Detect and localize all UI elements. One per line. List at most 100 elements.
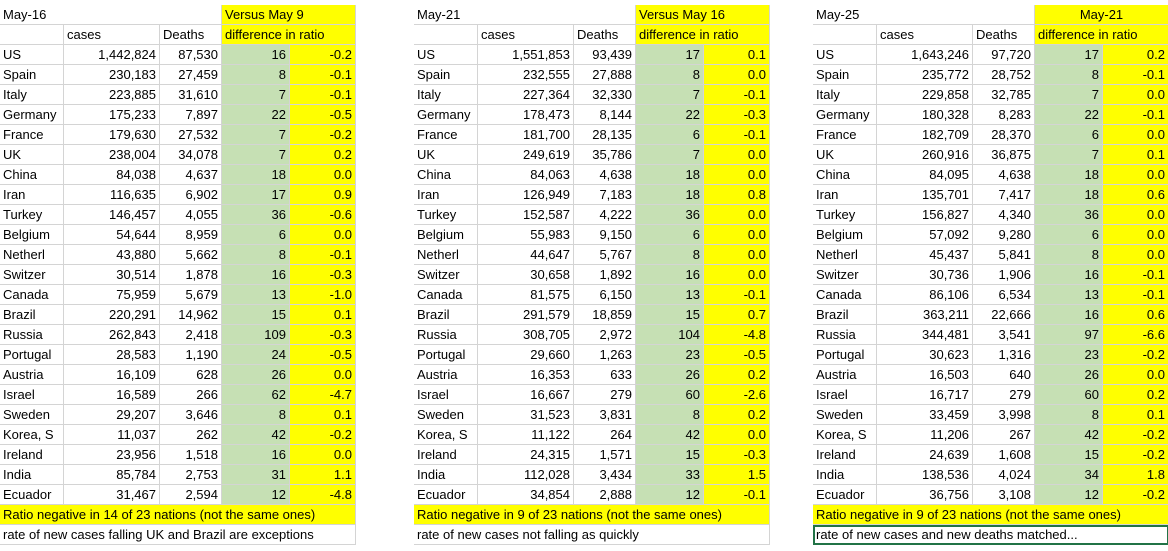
ratio-cell[interactable]: 7	[636, 85, 704, 105]
summary-note[interactable]: Ratio negative in 9 of 23 nations (not t…	[414, 505, 770, 525]
difference-cell[interactable]: -0.5	[290, 105, 356, 125]
ratio-cell[interactable]: 12	[636, 485, 704, 505]
country-cell[interactable]: Spain	[0, 65, 64, 85]
country-cell[interactable]: Switzer	[0, 265, 64, 285]
difference-cell[interactable]: 0.0	[704, 205, 770, 225]
country-cell[interactable]: Ecuador	[813, 485, 877, 505]
ratio-cell[interactable]: 104	[636, 325, 704, 345]
difference-header[interactable]: difference in ratio	[222, 25, 356, 45]
ratio-cell[interactable]: 16	[222, 45, 290, 65]
cases-cell[interactable]: 44,647	[478, 245, 574, 265]
cases-cell[interactable]: 30,658	[478, 265, 574, 285]
deaths-cell[interactable]: 28,135	[574, 125, 636, 145]
deaths-cell[interactable]: 4,024	[973, 465, 1035, 485]
versus-header[interactable]: Versus May 16	[636, 5, 770, 25]
difference-cell[interactable]: 0.0	[290, 365, 356, 385]
country-cell[interactable]: Israel	[414, 385, 478, 405]
country-cell[interactable]: UK	[0, 145, 64, 165]
difference-cell[interactable]: -0.1	[704, 285, 770, 305]
deaths-cell[interactable]: 97,720	[973, 45, 1035, 65]
difference-cell[interactable]: 0.6	[1103, 185, 1168, 205]
ratio-cell[interactable]: 23	[636, 345, 704, 365]
cases-cell[interactable]: 30,623	[877, 345, 973, 365]
cases-cell[interactable]: 235,772	[877, 65, 973, 85]
country-cell[interactable]: Russia	[414, 325, 478, 345]
date-header[interactable]: May-16	[0, 5, 222, 25]
cases-cell[interactable]: 178,473	[478, 105, 574, 125]
difference-cell[interactable]: -0.2	[290, 125, 356, 145]
country-cell[interactable]: France	[414, 125, 478, 145]
cases-cell[interactable]: 152,587	[478, 205, 574, 225]
deaths-cell[interactable]: 3,646	[160, 405, 222, 425]
cases-cell[interactable]: 260,916	[877, 145, 973, 165]
ratio-cell[interactable]: 13	[636, 285, 704, 305]
difference-cell[interactable]: -0.2	[1103, 485, 1168, 505]
cases-cell[interactable]: 249,619	[478, 145, 574, 165]
country-cell[interactable]: Iran	[414, 185, 478, 205]
versus-header[interactable]: Versus May 9	[222, 5, 356, 25]
deaths-header[interactable]: Deaths	[160, 25, 222, 45]
difference-cell[interactable]: 1.5	[704, 465, 770, 485]
cases-cell[interactable]: 232,555	[478, 65, 574, 85]
country-cell[interactable]: Italy	[813, 85, 877, 105]
deaths-cell[interactable]: 32,330	[574, 85, 636, 105]
deaths-cell[interactable]: 28,370	[973, 125, 1035, 145]
ratio-cell[interactable]: 8	[636, 65, 704, 85]
country-cell[interactable]: Netherl	[414, 245, 478, 265]
country-cell[interactable]: Russia	[813, 325, 877, 345]
cases-cell[interactable]: 29,207	[64, 405, 160, 425]
country-cell[interactable]: US	[813, 45, 877, 65]
difference-cell[interactable]: -0.1	[1103, 285, 1168, 305]
ratio-cell[interactable]: 17	[1035, 45, 1103, 65]
difference-cell[interactable]: 0.0	[704, 65, 770, 85]
cases-cell[interactable]: 179,630	[64, 125, 160, 145]
deaths-cell[interactable]: 6,150	[574, 285, 636, 305]
cases-cell[interactable]: 16,717	[877, 385, 973, 405]
deaths-cell[interactable]: 28,752	[973, 65, 1035, 85]
cases-cell[interactable]: 223,885	[64, 85, 160, 105]
ratio-cell[interactable]: 62	[222, 385, 290, 405]
summary-note[interactable]: Ratio negative in 9 of 23 nations (not t…	[813, 505, 1168, 525]
difference-cell[interactable]: -0.1	[704, 125, 770, 145]
country-cell[interactable]: India	[414, 465, 478, 485]
cases-cell[interactable]: 135,701	[877, 185, 973, 205]
cases-cell[interactable]: 57,092	[877, 225, 973, 245]
deaths-header[interactable]: Deaths	[574, 25, 636, 45]
difference-cell[interactable]: 0.0	[290, 225, 356, 245]
ratio-cell[interactable]: 8	[636, 245, 704, 265]
country-cell[interactable]: Korea, S	[414, 425, 478, 445]
deaths-cell[interactable]: 279	[574, 385, 636, 405]
cases-cell[interactable]: 81,575	[478, 285, 574, 305]
difference-cell[interactable]: -0.1	[1103, 265, 1168, 285]
cases-cell[interactable]: 30,736	[877, 265, 973, 285]
difference-cell[interactable]: -4.8	[290, 485, 356, 505]
country-cell[interactable]: UK	[414, 145, 478, 165]
cases-cell[interactable]: 156,827	[877, 205, 973, 225]
difference-cell[interactable]: -0.1	[704, 85, 770, 105]
deaths-cell[interactable]: 5,662	[160, 245, 222, 265]
deaths-cell[interactable]: 266	[160, 385, 222, 405]
deaths-cell[interactable]: 8,283	[973, 105, 1035, 125]
deaths-cell[interactable]: 279	[973, 385, 1035, 405]
ratio-cell[interactable]: 22	[1035, 105, 1103, 125]
ratio-cell[interactable]: 17	[636, 45, 704, 65]
difference-cell[interactable]: -0.2	[1103, 445, 1168, 465]
cases-header[interactable]: cases	[478, 25, 574, 45]
country-cell[interactable]: Iran	[813, 185, 877, 205]
deaths-cell[interactable]: 27,459	[160, 65, 222, 85]
country-cell[interactable]: Spain	[813, 65, 877, 85]
country-cell[interactable]: Turkey	[0, 205, 64, 225]
deaths-cell[interactable]: 87,530	[160, 45, 222, 65]
deaths-cell[interactable]: 267	[973, 425, 1035, 445]
deaths-cell[interactable]: 27,532	[160, 125, 222, 145]
ratio-cell[interactable]: 15	[1035, 445, 1103, 465]
deaths-cell[interactable]: 2,753	[160, 465, 222, 485]
ratio-cell[interactable]: 17	[222, 185, 290, 205]
deaths-cell[interactable]: 4,638	[973, 165, 1035, 185]
cases-cell[interactable]: 11,122	[478, 425, 574, 445]
difference-cell[interactable]: 0.0	[1103, 85, 1168, 105]
deaths-cell[interactable]: 4,222	[574, 205, 636, 225]
deaths-cell[interactable]: 3,998	[973, 405, 1035, 425]
difference-cell[interactable]: -0.2	[290, 45, 356, 65]
deaths-cell[interactable]: 1,518	[160, 445, 222, 465]
